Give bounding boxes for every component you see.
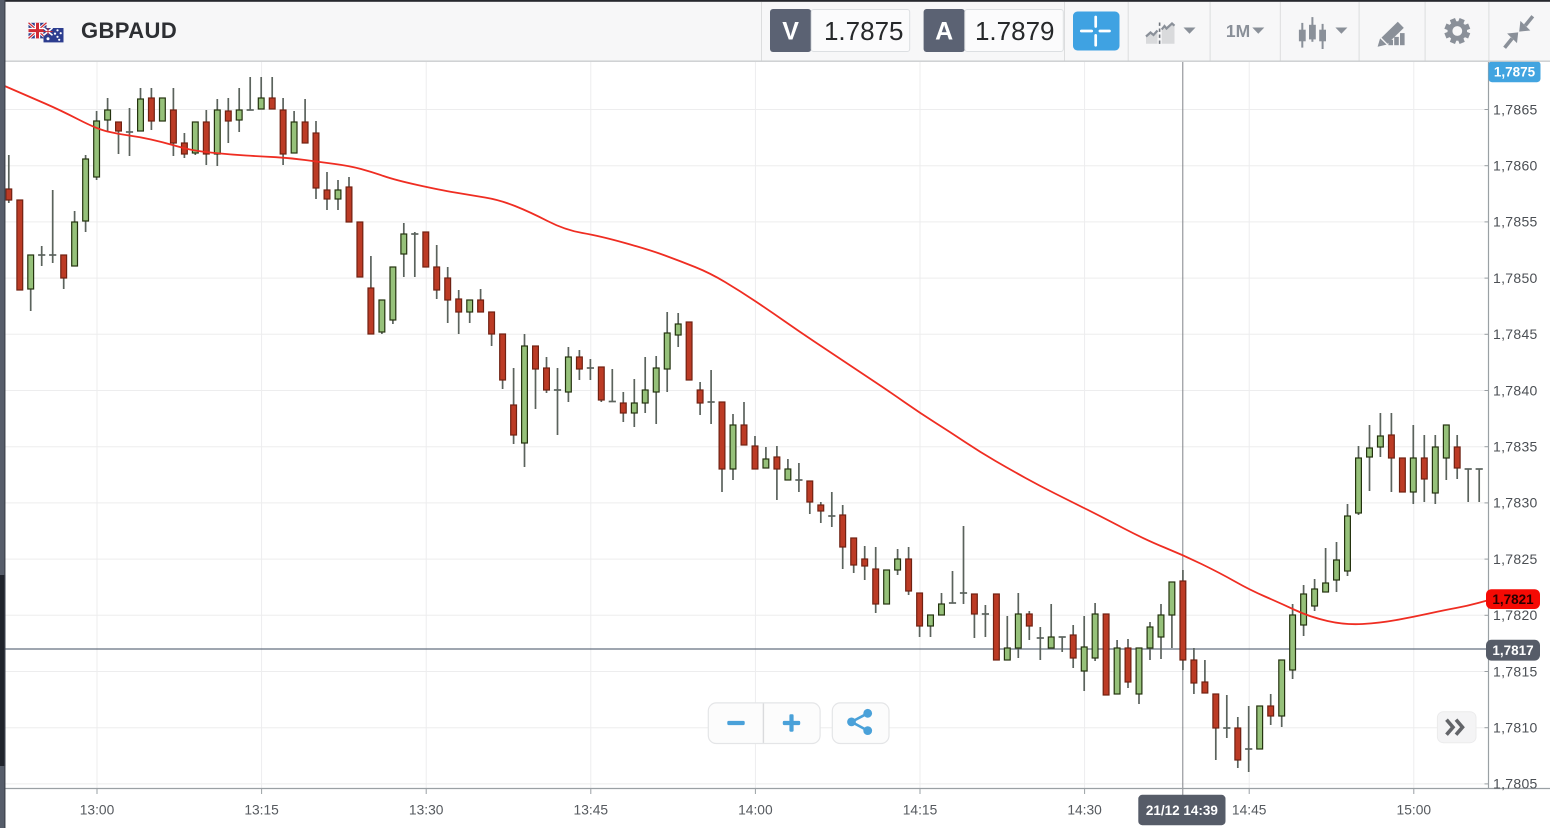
svg-text:14:00: 14:00 (738, 803, 773, 818)
svg-text:1,7865: 1,7865 (1493, 101, 1538, 117)
svg-text:1,7805: 1,7805 (1493, 776, 1538, 792)
svg-text:21/12 14:39: 21/12 14:39 (1146, 803, 1218, 818)
svg-text:13:15: 13:15 (244, 803, 279, 818)
svg-text:13:45: 13:45 (574, 803, 609, 818)
svg-text:1,7810: 1,7810 (1493, 720, 1538, 736)
svg-text:1.7875: 1.7875 (824, 16, 904, 46)
svg-text:14:30: 14:30 (1067, 803, 1102, 818)
svg-text:1,7860: 1,7860 (1493, 158, 1538, 174)
svg-text:1,7840: 1,7840 (1493, 382, 1538, 398)
svg-text:1,7830: 1,7830 (1493, 495, 1538, 511)
svg-text:15:00: 15:00 (1397, 803, 1432, 818)
svg-text:13:30: 13:30 (409, 803, 444, 818)
svg-text:1,7850: 1,7850 (1493, 270, 1538, 286)
svg-text:1.7879: 1.7879 (975, 16, 1055, 46)
svg-text:V: V (782, 18, 799, 46)
svg-text:1,7825: 1,7825 (1493, 551, 1538, 567)
svg-text:1,7821: 1,7821 (1492, 592, 1534, 607)
svg-text:1,7855: 1,7855 (1493, 214, 1538, 230)
svg-text:13:00: 13:00 (80, 803, 115, 818)
svg-text:14:45: 14:45 (1232, 803, 1267, 818)
svg-text:A: A (935, 18, 953, 46)
svg-text:1,7815: 1,7815 (1493, 663, 1538, 679)
svg-text:1,7835: 1,7835 (1493, 439, 1538, 455)
svg-text:GBPAUD: GBPAUD (81, 18, 177, 43)
svg-text:14:15: 14:15 (903, 803, 938, 818)
svg-text:1,7817: 1,7817 (1492, 643, 1533, 658)
svg-text:1M: 1M (1226, 21, 1250, 41)
svg-text:1,7875: 1,7875 (1494, 65, 1536, 80)
svg-text:1,7845: 1,7845 (1493, 326, 1538, 342)
svg-text:1,7820: 1,7820 (1493, 607, 1538, 623)
